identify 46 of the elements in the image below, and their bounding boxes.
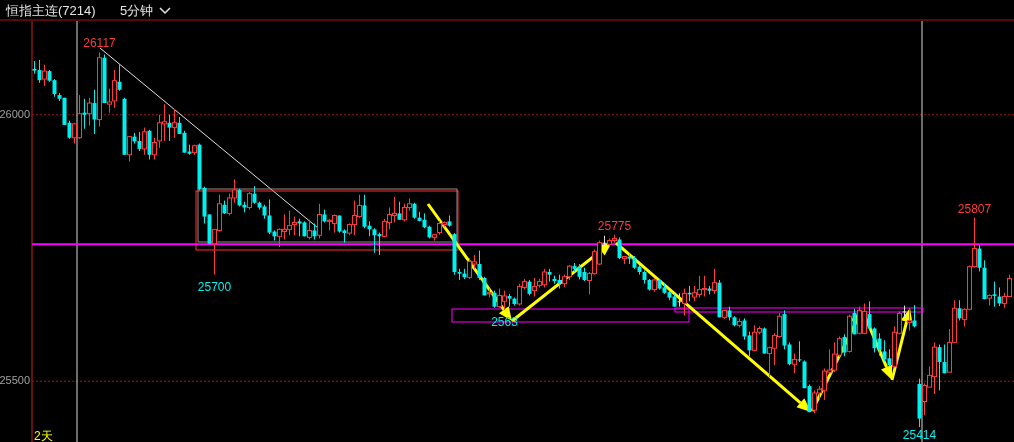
candlestick <box>92 89 97 135</box>
candlestick <box>912 304 917 328</box>
candlestick <box>992 281 997 308</box>
candlestick <box>867 300 872 331</box>
annotation: 25807 <box>957 201 992 216</box>
annotation: 25700 <box>197 279 232 294</box>
candlestick <box>792 353 797 374</box>
candlestick <box>942 343 947 374</box>
candlestick <box>167 114 172 142</box>
candlestick <box>477 250 482 281</box>
chart-subtitle: 5分钟 <box>120 3 154 18</box>
candlestick <box>117 63 122 92</box>
candlestick <box>317 203 322 239</box>
y-tick-label: 25500 <box>0 374 30 387</box>
candlestick <box>677 292 682 308</box>
candlestick <box>797 340 802 363</box>
candlestick <box>937 343 942 391</box>
annotation: 2563 <box>491 314 519 329</box>
candlestick <box>842 333 847 357</box>
candlestick <box>127 135 132 163</box>
candlestick <box>532 277 537 298</box>
chart-title: 恒指主连(7214) <box>5 3 96 18</box>
candlestick <box>877 332 882 357</box>
candlestick <box>42 64 47 87</box>
annotation: 25775 <box>597 218 632 233</box>
candlestick <box>957 299 962 321</box>
candlestick <box>617 236 622 260</box>
candlestick <box>152 137 157 161</box>
candlestick <box>172 108 177 139</box>
annotation: 25414 <box>902 428 937 442</box>
candlestick <box>87 97 92 126</box>
candlestick <box>977 244 982 272</box>
y-tick-label: 26000 <box>0 107 30 120</box>
annotation: 2天 <box>34 429 53 442</box>
candlestick <box>682 288 687 317</box>
candlestick <box>137 131 142 152</box>
candlestick <box>907 308 912 332</box>
candlestick <box>292 216 297 236</box>
candlestick <box>142 127 147 156</box>
annotation: 26117 <box>83 36 117 51</box>
candlestick <box>852 308 857 335</box>
candlestick <box>147 129 152 161</box>
candlestick <box>397 201 402 221</box>
candlestick <box>37 59 42 84</box>
candlestick <box>712 268 717 295</box>
candlestick <box>307 219 312 240</box>
